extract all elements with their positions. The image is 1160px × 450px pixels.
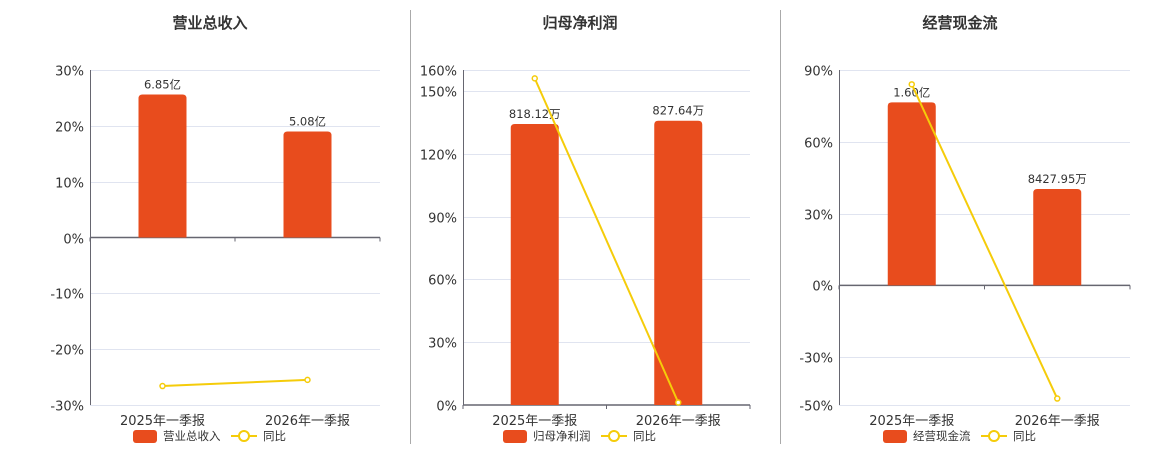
yoy-point [675,399,682,406]
chart-3: 经营现金流 90% 60% 30% 0% -30% -50% 2025年一季报 1.60亿 202… [799,14,1131,443]
yoy-line [162,378,308,388]
legend-bar-swatch [883,430,907,443]
bar-data-label: 5.08亿 [289,114,326,128]
chart-title: 经营现金流 [922,14,997,32]
y-tick-label: 150% [420,86,457,101]
y-tick-label: 60% [804,137,833,152]
legend-line-marker [988,430,1000,442]
x-category-label: 2025年一季报 [120,414,205,429]
legend-line-marker [608,430,620,442]
y-tick-label: -30% [799,352,833,367]
y-tick-label: -30% [50,400,84,415]
bar [138,94,187,238]
legend-line-marker [238,430,250,442]
bar [887,102,936,286]
bar [654,120,703,405]
legend-line-label: 同比 [263,429,286,443]
y-tick-label: 0% [812,280,833,295]
y-tick-label: 90% [804,65,833,80]
bar-data-label: 6.85亿 [144,78,181,92]
x-category-label: 2025年一季报 [869,414,954,429]
x-category-label: 2026年一季报 [1015,414,1100,429]
y-tick-label: 160% [420,65,457,80]
y-tick-label: 0% [436,400,457,415]
legend-bar-swatch [503,430,527,443]
yoy-line [910,83,1059,399]
chart-title: 归母净利润 [542,14,617,32]
legend-line-label: 同比 [1013,429,1036,443]
y-tick-label: 20% [55,121,84,136]
yoy-line [533,77,680,403]
bar-data-label: 1.60亿 [893,85,930,99]
bar [1033,188,1082,286]
chart-2: 归母净利润 160% 150% 120% 90% 60% 30% 0% 2025年一季报 818.… [420,14,751,443]
y-tick-label: 90% [428,212,457,227]
legend-bar-swatch [133,430,157,443]
bar-data-label: 827.64万 [652,104,704,118]
y-tick-label: 30% [428,337,457,352]
y-tick-label: 30% [55,65,84,80]
bar-data-label: 8427.95万 [1028,172,1087,186]
legend-line-label: 同比 [633,429,656,443]
y-tick-label: 60% [428,274,457,289]
yoy-point [304,376,311,384]
bar-data-label: 818.12万 [509,107,561,121]
yoy-point [908,81,915,88]
y-tick-label: 0% [63,233,84,248]
y-tick-label: 10% [55,177,84,192]
yoy-point [531,75,538,82]
bar [510,124,559,405]
y-tick-label: 120% [420,149,457,164]
y-tick-label: -50% [799,400,833,415]
y-tick-label: -20% [50,344,84,359]
x-category-label: 2026年一季报 [265,414,350,429]
y-tick-label: -10% [50,288,84,303]
y-tick-label: 30% [804,209,833,224]
yoy-point [1054,395,1061,402]
legend-bar-label: 营业总收入 [163,429,221,443]
chart-title: 营业总收入 [172,14,247,32]
bar [283,131,332,238]
x-category-label: 2026年一季报 [636,414,721,429]
chart-1: 营业总收入 30% 20% 10% 0% -10% -20% -30% 2025年一季报 6.85… [50,14,381,443]
legend-bar-label: 经营现金流 [913,429,971,443]
x-category-label: 2025年一季报 [492,414,577,429]
yoy-point [159,382,166,390]
legend-bar-label: 归母净利润 [533,429,591,443]
